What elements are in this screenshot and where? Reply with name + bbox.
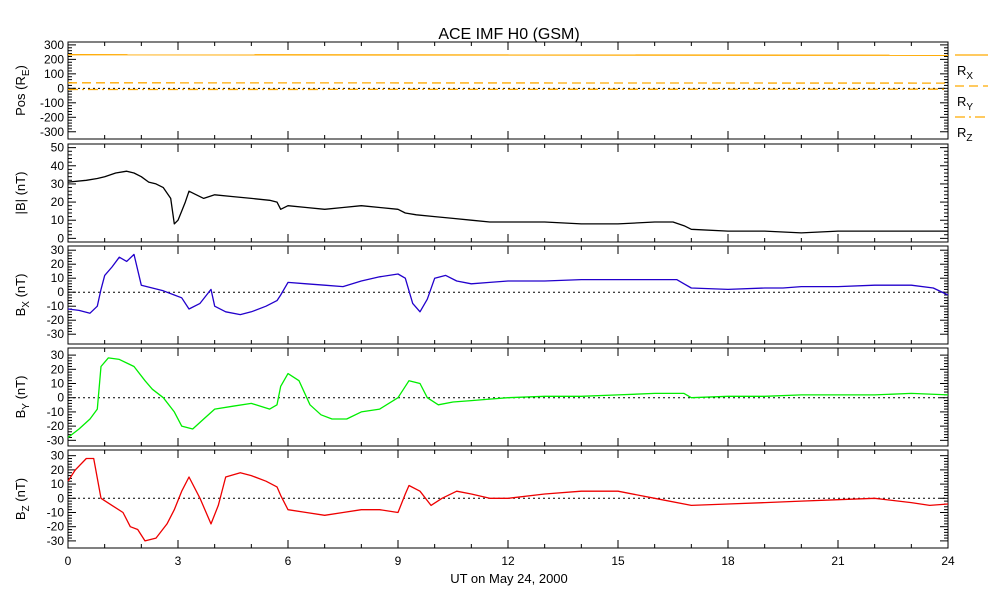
y-axis-label-sub: Y bbox=[21, 403, 32, 410]
x-tick-label: 12 bbox=[501, 554, 515, 568]
y-tick-label: -20 bbox=[47, 520, 65, 534]
y-tick-label: 40 bbox=[51, 159, 65, 173]
legend-label-0: RX bbox=[957, 63, 973, 82]
y-axis-label-sub: X bbox=[21, 301, 32, 308]
y-axis-label-end: ) bbox=[13, 65, 28, 69]
series-line-by-0 bbox=[67, 357, 949, 439]
y-axis-label-bx: BX (nT) bbox=[13, 274, 32, 317]
panel-frame bbox=[67, 143, 949, 243]
y-axis-label-end: (nT) bbox=[13, 274, 28, 301]
panel-frame bbox=[67, 347, 949, 447]
x-tick-label: 15 bbox=[611, 554, 625, 568]
y-tick-label: 0 bbox=[57, 285, 64, 299]
y-tick-label: 30 bbox=[51, 449, 65, 463]
y-tick-label: 50 bbox=[51, 141, 65, 155]
y-tick-label: 300 bbox=[44, 38, 64, 52]
y-axis-label-by: BY (nT) bbox=[13, 376, 32, 419]
y-tick-label: -10 bbox=[47, 405, 65, 419]
y-tick-label: 30 bbox=[51, 177, 65, 191]
legend-label-main: R bbox=[957, 94, 966, 109]
series-line-bz-0 bbox=[67, 457, 949, 542]
y-tick-label: -10 bbox=[47, 505, 65, 519]
x-tick-label: 3 bbox=[175, 554, 182, 568]
y-tick-label: 0 bbox=[57, 391, 64, 405]
panel-btot: 0 10 20 30 40 50 |B| (nT) bbox=[13, 141, 949, 245]
y-tick-label: -20 bbox=[47, 313, 65, 327]
y-tick-label: 200 bbox=[44, 52, 64, 66]
legend-label-2: RZ bbox=[957, 125, 973, 144]
y-tick-label: 0 bbox=[57, 81, 64, 95]
panel-frame bbox=[67, 245, 949, 345]
x-tick-label: 0 bbox=[65, 554, 72, 568]
x-tick-label: 18 bbox=[721, 554, 735, 568]
series-line-btot-0 bbox=[67, 170, 948, 234]
y-tick-label: 10 bbox=[51, 477, 65, 491]
y-tick-label: 20 bbox=[51, 362, 65, 376]
y-tick-label: 10 bbox=[51, 377, 65, 391]
y-tick-label: -100 bbox=[40, 96, 64, 110]
y-tick-label: -30 bbox=[47, 534, 65, 548]
y-tick-label: 20 bbox=[51, 195, 65, 209]
legend-label-sub: X bbox=[966, 71, 973, 82]
chart-title: ACE IMF H0 (GSM) bbox=[438, 26, 579, 43]
y-tick-label: -30 bbox=[47, 433, 65, 447]
y-axis-label-main: B bbox=[13, 511, 28, 520]
legend-label-sub: Z bbox=[966, 133, 972, 144]
y-axis-label-main: B bbox=[13, 308, 28, 317]
y-axis-label-pos: Pos (RE) bbox=[13, 65, 32, 116]
y-tick-label: -10 bbox=[47, 299, 65, 313]
y-tick-label: 10 bbox=[51, 213, 65, 227]
y-tick-label: 30 bbox=[51, 243, 65, 257]
y-axis-label-end: (nT) bbox=[13, 376, 28, 403]
y-tick-label: 20 bbox=[51, 463, 65, 477]
y-axis-label-btot: |B| (nT) bbox=[13, 172, 28, 215]
y-tick-label: 0 bbox=[57, 491, 64, 505]
legend-label-sub: Y bbox=[966, 102, 973, 113]
y-tick-label: -300 bbox=[40, 125, 64, 139]
series-line-pos-0 bbox=[67, 54, 949, 56]
y-tick-label: 10 bbox=[51, 271, 65, 285]
y-tick-label: 0 bbox=[57, 231, 64, 245]
y-tick-label: 100 bbox=[44, 67, 64, 81]
y-axis-label-main: |B| (nT) bbox=[13, 172, 28, 215]
x-axis-label: UT on May 24, 2000 bbox=[450, 571, 568, 586]
legend-label-main: R bbox=[957, 125, 966, 140]
y-axis-label-sub: Z bbox=[21, 505, 32, 511]
series-line-bx-0 bbox=[67, 253, 949, 316]
x-tick-label: 9 bbox=[395, 554, 402, 568]
y-axis-label-main: B bbox=[13, 410, 28, 419]
x-tick-label: 6 bbox=[285, 554, 292, 568]
legend-label-1: RY bbox=[957, 94, 973, 113]
x-tick-label: 24 bbox=[941, 554, 955, 568]
x-tick-label: 21 bbox=[831, 554, 845, 568]
y-tick-label: -30 bbox=[47, 327, 65, 341]
y-tick-label: 20 bbox=[51, 257, 65, 271]
y-tick-label: -20 bbox=[47, 419, 65, 433]
legend-label-main: R bbox=[957, 63, 966, 78]
y-axis-label-bz: BZ (nT) bbox=[13, 478, 32, 520]
y-axis-label-sub: E bbox=[21, 69, 32, 76]
y-tick-label: -200 bbox=[40, 110, 64, 124]
y-axis-label-end: (nT) bbox=[13, 478, 28, 505]
y-axis-label-main: Pos (R bbox=[13, 76, 28, 116]
panel-frame bbox=[67, 41, 949, 140]
y-tick-label: 30 bbox=[51, 348, 65, 362]
